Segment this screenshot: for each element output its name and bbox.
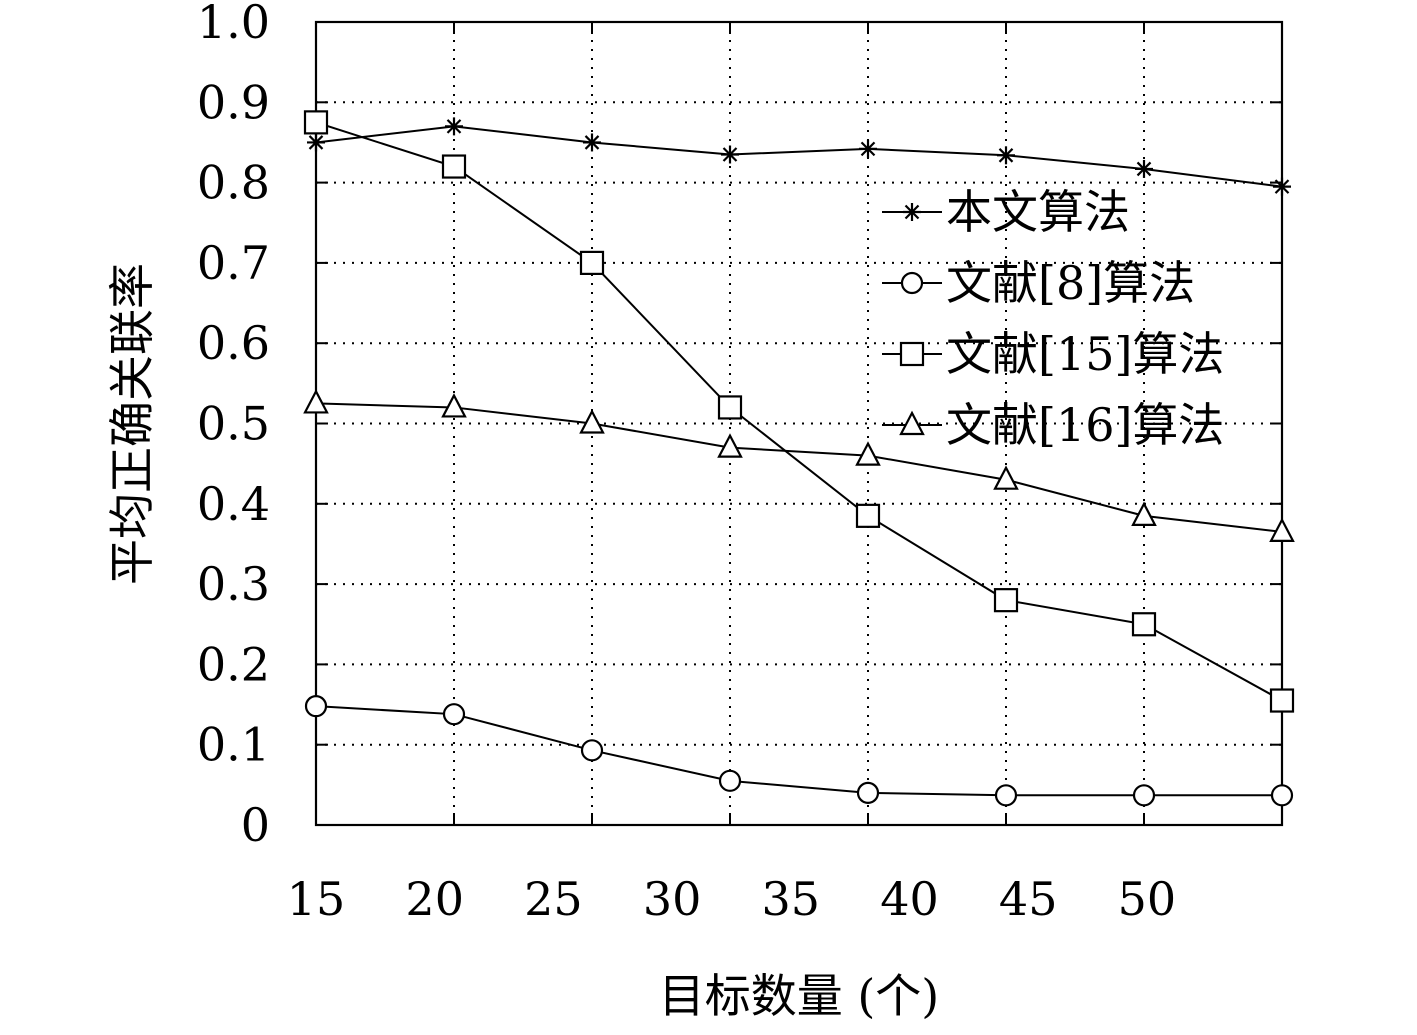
legend-entry: 本文算法 bbox=[882, 185, 1130, 239]
y-tick-label: 0.2 bbox=[197, 637, 270, 691]
circle-marker bbox=[900, 271, 924, 295]
star-marker bbox=[445, 117, 463, 136]
y-tick-label: 0.7 bbox=[197, 236, 270, 290]
circle-marker bbox=[304, 695, 328, 718]
x-tick-label: 50 bbox=[1118, 872, 1177, 926]
star-marker bbox=[903, 203, 921, 221]
star-marker bbox=[583, 133, 601, 152]
y-tick-label: 0.1 bbox=[197, 718, 270, 772]
circle-marker bbox=[1270, 784, 1294, 807]
axis-ticks: 0 0.1 0.2 0.3 0.4 0.5 0.6 0.7 0.8 0.9 1.0 15 20 25 30 3… bbox=[197, 0, 1283, 926]
legend-entry: 文献[15]算法 bbox=[882, 327, 1224, 381]
x-tick-label: 35 bbox=[762, 872, 821, 926]
series-group bbox=[303, 389, 1295, 543]
legend-entry: 文献[8]算法 bbox=[882, 256, 1195, 310]
series-group bbox=[303, 110, 1295, 713]
square-marker bbox=[1269, 688, 1295, 713]
circle-marker bbox=[718, 769, 742, 792]
y-tick-label: 0.9 bbox=[197, 75, 270, 129]
y-tick-label: 0.3 bbox=[197, 557, 270, 611]
y-tick-label: 0.6 bbox=[197, 316, 270, 370]
series-line bbox=[315, 125, 1283, 188]
series-line bbox=[315, 402, 1283, 533]
triangle-marker bbox=[1131, 501, 1157, 526]
triangle-marker bbox=[303, 389, 329, 414]
triangle-marker bbox=[1269, 517, 1295, 543]
x-tick-label: 40 bbox=[880, 872, 939, 926]
triangle-marker bbox=[579, 409, 605, 434]
circle-marker bbox=[994, 784, 1018, 807]
x-axis-title: 目标数量 (个) bbox=[659, 969, 940, 1023]
square-marker bbox=[441, 154, 467, 179]
series-lines bbox=[303, 110, 1295, 807]
legend-label: 文献[15]算法 bbox=[946, 327, 1224, 381]
square-marker bbox=[579, 250, 605, 275]
star-marker bbox=[859, 139, 877, 158]
y-tick-label: 0.4 bbox=[197, 477, 270, 531]
circle-marker bbox=[1132, 784, 1156, 807]
square-marker bbox=[303, 110, 329, 135]
y-tick-label: 1.0 bbox=[197, 0, 270, 49]
y-tick-label: 0.8 bbox=[197, 156, 270, 210]
square-marker bbox=[717, 395, 743, 420]
legend-label: 本文算法 bbox=[946, 185, 1130, 239]
triangle-marker bbox=[899, 410, 925, 436]
triangle-marker bbox=[717, 433, 743, 458]
square-marker bbox=[1131, 612, 1157, 637]
series-line bbox=[315, 705, 1282, 797]
square-marker bbox=[899, 341, 925, 367]
x-tick-label: 30 bbox=[643, 872, 702, 926]
y-tick-label: 0.5 bbox=[197, 397, 270, 451]
triangle-marker bbox=[993, 465, 1019, 490]
circle-marker bbox=[442, 703, 466, 726]
star-marker bbox=[997, 146, 1015, 165]
x-tick-label: 20 bbox=[405, 872, 464, 926]
series-line bbox=[315, 121, 1283, 702]
y-axis-title: 平均正确关联率 bbox=[105, 263, 159, 585]
x-tick-label: 25 bbox=[524, 872, 583, 926]
legend-entry: 文献[16]算法 bbox=[882, 398, 1224, 452]
star-marker bbox=[721, 145, 739, 164]
square-marker bbox=[993, 588, 1019, 613]
x-tick-label: 45 bbox=[999, 872, 1058, 926]
y-tick-label: 0 bbox=[241, 798, 270, 852]
star-marker bbox=[1135, 159, 1153, 178]
triangle-marker bbox=[855, 441, 881, 466]
triangle-marker bbox=[441, 393, 467, 418]
star-marker bbox=[307, 133, 325, 152]
star-marker bbox=[1273, 177, 1291, 196]
x-tick-label: 15 bbox=[287, 872, 346, 926]
legend-label: 文献[8]算法 bbox=[946, 256, 1195, 310]
series-group bbox=[307, 117, 1291, 196]
series-group bbox=[304, 695, 1294, 807]
square-marker bbox=[855, 503, 881, 528]
legend-label: 文献[16]算法 bbox=[946, 398, 1224, 452]
circle-marker bbox=[856, 781, 880, 804]
circle-marker bbox=[580, 739, 604, 762]
